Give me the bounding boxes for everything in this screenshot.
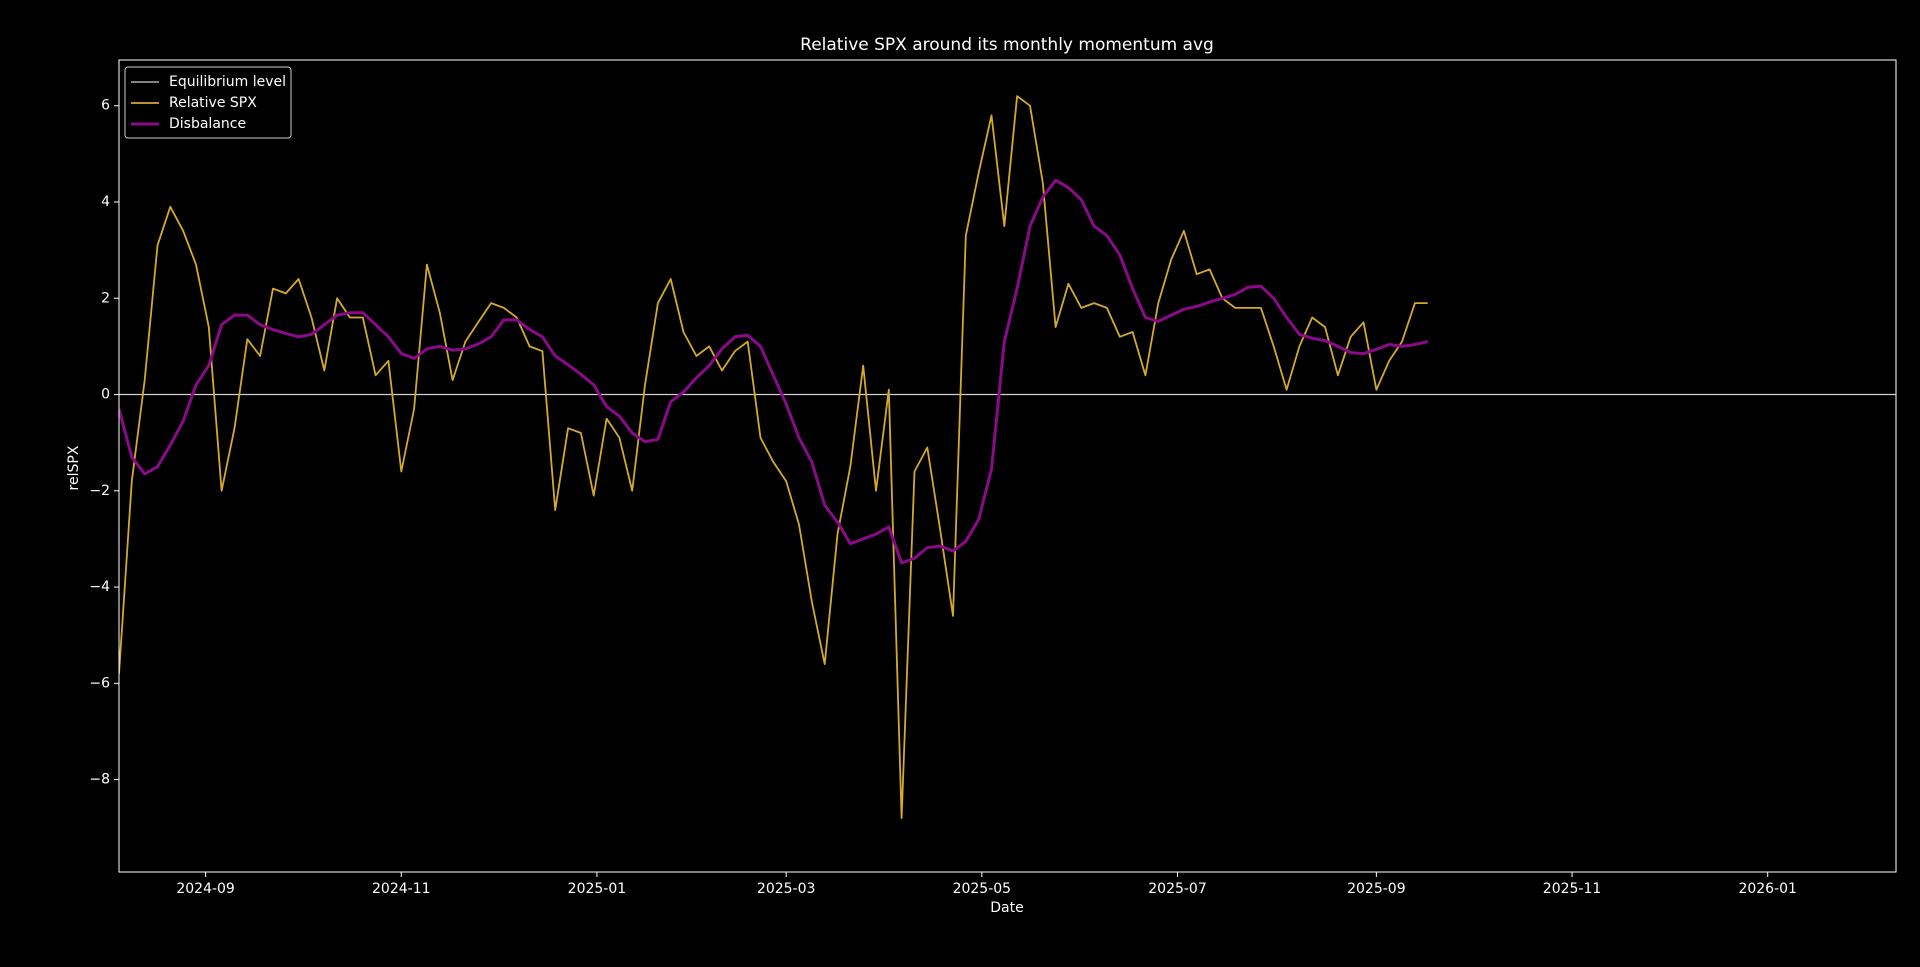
y-tick-label: −4 xyxy=(89,579,110,595)
legend-box xyxy=(124,66,292,139)
series-line xyxy=(119,178,1429,565)
legend-label: Equilibrium level xyxy=(169,74,286,90)
x-tick-label: 2025-11 xyxy=(1543,881,1602,897)
y-tick-label: −2 xyxy=(89,483,110,499)
x-tick-label: 2025-03 xyxy=(757,881,816,897)
y-axis-label: relSPX xyxy=(66,445,82,490)
y-tick-label: −8 xyxy=(89,772,110,788)
legend-label: Relative SPX xyxy=(169,95,257,111)
series-line xyxy=(119,95,1428,819)
x-tick-label: 2024-11 xyxy=(372,881,431,897)
chart-title: Relative SPX around its monthly momentum… xyxy=(800,35,1214,55)
y-tick-label: 2 xyxy=(101,290,110,306)
y-tick-label: 0 xyxy=(101,387,110,403)
x-tick-label: 2025-09 xyxy=(1347,881,1406,897)
x-tick-label: 2024-09 xyxy=(176,881,235,897)
x-axis-label: Date xyxy=(990,900,1023,916)
plot-area xyxy=(119,95,1896,819)
x-tick-label: 2025-05 xyxy=(953,881,1012,897)
x-tick-label: 2025-07 xyxy=(1148,881,1207,897)
y-tick-label: −6 xyxy=(89,675,110,691)
y-tick-label: 4 xyxy=(101,194,110,210)
axes-frame xyxy=(118,59,1897,873)
legend-label: Disbalance xyxy=(169,116,246,132)
x-tick-label: 2025-01 xyxy=(568,881,627,897)
x-tick-label: 2026-01 xyxy=(1738,881,1797,897)
y-tick-label: 6 xyxy=(101,98,110,114)
